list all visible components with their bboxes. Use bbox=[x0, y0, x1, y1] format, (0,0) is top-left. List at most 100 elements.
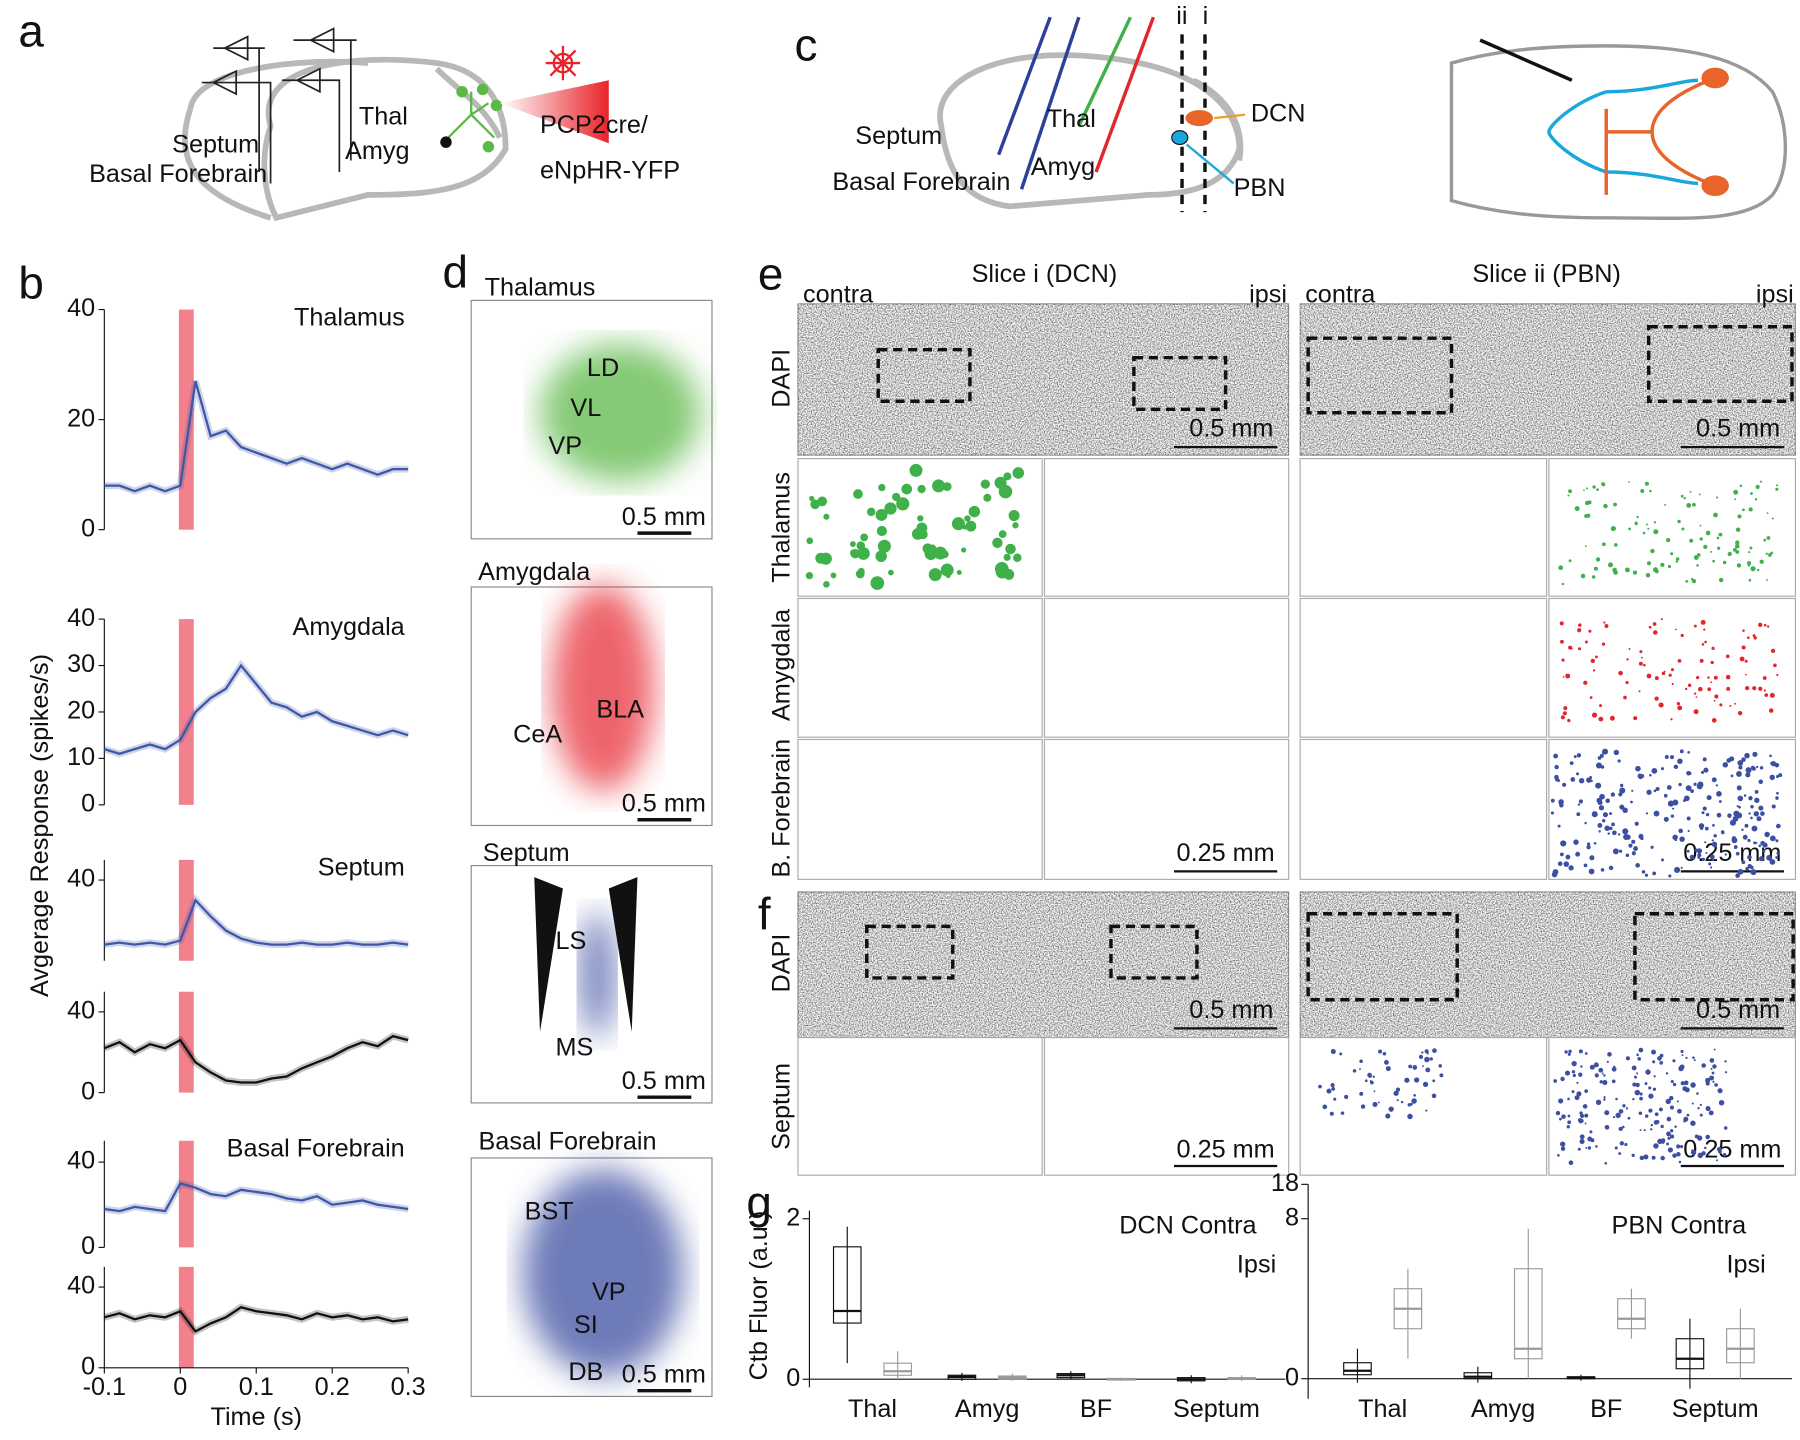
category-label: Thal bbox=[1358, 1395, 1407, 1423]
labeled-cell bbox=[1583, 680, 1588, 685]
labeled-cell bbox=[1692, 1056, 1695, 1059]
image-frame bbox=[1299, 597, 1548, 738]
labeled-cell bbox=[1567, 1097, 1570, 1101]
labeled-cell bbox=[1666, 1142, 1670, 1146]
labeled-cell bbox=[1580, 573, 1586, 579]
labeled-cell bbox=[1603, 1074, 1606, 1077]
labeled-cell bbox=[1753, 811, 1760, 817]
trace bbox=[104, 1305, 409, 1333]
y-tick-label: 0 bbox=[81, 514, 95, 542]
labeled-cell bbox=[1576, 1081, 1579, 1084]
labeled-cell bbox=[1750, 805, 1754, 809]
labeled-cell bbox=[1619, 804, 1625, 810]
labeled-cell bbox=[1596, 488, 1599, 491]
labeled-cell bbox=[1413, 1094, 1416, 1097]
labeled-cell bbox=[1742, 508, 1745, 512]
y-tick-label: 2 bbox=[786, 1203, 800, 1231]
labeled-cell bbox=[1562, 676, 1565, 678]
labeled-cell bbox=[1735, 540, 1740, 545]
labeled-cell bbox=[1699, 658, 1704, 663]
labeled-cell bbox=[1718, 800, 1722, 803]
labeled-cell bbox=[1736, 805, 1739, 808]
labeled-cell bbox=[965, 520, 977, 532]
labeled-cell bbox=[1707, 1153, 1710, 1156]
labeled-cell bbox=[1648, 1086, 1652, 1090]
labeled-cell bbox=[1697, 781, 1704, 788]
labeled-cell bbox=[1564, 1070, 1571, 1076]
labeled-cell bbox=[1615, 1112, 1621, 1119]
labeled-cell bbox=[1735, 550, 1740, 554]
row-label: Amygdala bbox=[768, 608, 796, 721]
labeled-cell bbox=[1716, 1159, 1719, 1162]
tracer-signal bbox=[551, 584, 655, 792]
labeled-cell bbox=[1680, 494, 1684, 498]
labeled-cell bbox=[1400, 1100, 1404, 1104]
trace-band bbox=[103, 1179, 409, 1215]
labeled-cell bbox=[1567, 1120, 1572, 1125]
labeled-cell bbox=[1557, 861, 1563, 867]
image-title: Thalamus bbox=[485, 274, 596, 302]
labeled-cell bbox=[1776, 791, 1779, 795]
row-label: B. Forebrain bbox=[768, 739, 796, 878]
labeled-cell bbox=[1615, 1097, 1618, 1101]
labeled-cell bbox=[1711, 1071, 1715, 1075]
labeled-cell bbox=[1608, 865, 1614, 871]
labeled-cell bbox=[1631, 1065, 1637, 1071]
labeled-cell bbox=[1635, 863, 1640, 868]
labeled-cell bbox=[1741, 860, 1746, 865]
labeled-cell bbox=[1670, 1134, 1675, 1139]
labeled-cell bbox=[1722, 762, 1729, 768]
chart-title: Basal Forebrain bbox=[227, 1135, 405, 1163]
labeled-cell bbox=[853, 489, 863, 499]
labeled-cell bbox=[1769, 835, 1776, 842]
labeled-cell bbox=[1766, 625, 1770, 628]
labeled-cell bbox=[1665, 1072, 1669, 1075]
labeled-cell bbox=[1426, 1052, 1429, 1055]
projections bbox=[1479, 38, 1729, 197]
labeled-cell bbox=[1710, 550, 1713, 553]
labeled-cell bbox=[1360, 1104, 1366, 1109]
labeled-cell bbox=[1703, 628, 1706, 631]
labeled-cell bbox=[1727, 551, 1732, 557]
labeled-cell bbox=[1555, 1110, 1561, 1116]
labeled-cell bbox=[823, 513, 830, 520]
labeled-cell bbox=[1734, 846, 1737, 850]
labeled-cell bbox=[1624, 1142, 1628, 1147]
labeled-cell bbox=[1631, 789, 1634, 792]
labeled-cell bbox=[805, 572, 814, 580]
labeled-cell bbox=[1413, 1077, 1420, 1083]
labeled-cell bbox=[1612, 830, 1617, 836]
labeled-cell bbox=[1429, 1057, 1433, 1061]
labeled-cell bbox=[1727, 813, 1732, 818]
labeled-cell bbox=[1568, 559, 1572, 563]
labeled-cell bbox=[1599, 793, 1605, 800]
labeled-cell bbox=[1597, 756, 1602, 760]
labeled-cell bbox=[1701, 811, 1705, 815]
dorsal-brain bbox=[1449, 44, 1787, 221]
labeled-cell bbox=[1692, 502, 1696, 507]
labeled-cell bbox=[1566, 1125, 1570, 1129]
labeled-cell bbox=[980, 479, 990, 489]
labeled-cell bbox=[1646, 561, 1651, 566]
labeled-cell bbox=[1590, 1138, 1595, 1143]
labeled-cell bbox=[1736, 771, 1742, 777]
labeled-cell bbox=[1574, 506, 1580, 512]
inset-box bbox=[1306, 912, 1459, 1002]
labeled-cell bbox=[1759, 766, 1764, 770]
labeled-cell bbox=[1713, 699, 1716, 702]
labeled-cell bbox=[1359, 1059, 1363, 1063]
labeled-cell bbox=[1676, 701, 1681, 706]
labeled-cell bbox=[1664, 754, 1669, 759]
labeled-cell bbox=[942, 482, 952, 491]
labeled-cell bbox=[1655, 786, 1660, 791]
labeled-cell bbox=[1618, 849, 1623, 853]
labeled-cell bbox=[860, 533, 869, 542]
labeled-cell bbox=[1563, 706, 1568, 711]
labeled-cell bbox=[1576, 1091, 1582, 1097]
labeled-cell bbox=[1622, 1104, 1626, 1108]
labeled-cell bbox=[1708, 862, 1712, 866]
labeled-cell bbox=[1668, 874, 1672, 878]
labeled-cell bbox=[1422, 1081, 1429, 1088]
label: PCP2cre/ bbox=[540, 111, 648, 139]
labeled-cell bbox=[1618, 670, 1623, 676]
